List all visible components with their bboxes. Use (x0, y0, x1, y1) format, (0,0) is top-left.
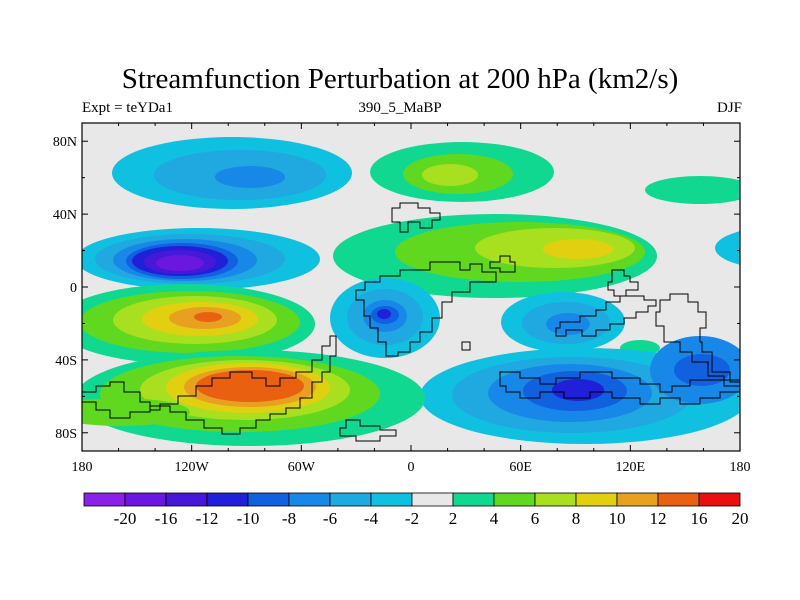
colorbar-swatch (206, 492, 249, 507)
longitude-labels: 180 120W 60W 0 60E 120E 180 (72, 460, 751, 475)
colorbar-swatch (575, 492, 618, 507)
colorbar-swatch (124, 492, 167, 507)
colorbar-swatch (165, 492, 208, 507)
colorbar-label: -16 (155, 509, 178, 528)
coastline-east-antarctica (499, 371, 740, 405)
lon-tick-label: 60E (509, 460, 532, 475)
lon-tick-label: 120W (175, 460, 210, 475)
coastline-australia (655, 293, 740, 387)
coastline-west-antarctica (82, 335, 337, 435)
colorbar-label: -20 (114, 509, 137, 528)
lon-tick-label: 180 (730, 460, 751, 475)
colorbar-swatch (616, 492, 659, 507)
coastline-maritime-continent (555, 295, 657, 337)
contour-region-tropical-atlantic-low (330, 278, 440, 358)
colorbar-swatch (411, 492, 454, 507)
colorbar-label: 12 (650, 509, 667, 528)
experiment-label: Expt = teYDa1 (82, 100, 173, 116)
contour-region-europe-high (370, 142, 554, 202)
lat-tick-label: 80N (53, 135, 77, 150)
contour-region-tropical-pacific-high (82, 284, 315, 364)
colorbar-swatch (698, 492, 741, 507)
colorbar-swatch (83, 492, 126, 507)
colorbar-label: 4 (490, 509, 499, 528)
colorbar-label: -4 (364, 509, 379, 528)
colorbar-label: -2 (405, 509, 419, 528)
season-label: DJF (716, 100, 742, 116)
coastline-africa-arabia (355, 261, 497, 357)
colorbar: -20 -16 -12 -10 -8 -6 -4 -2 2 4 6 8 10 12 16 20 (83, 492, 749, 528)
colorbar-label: 6 (531, 509, 540, 528)
colorbar-label: -12 (196, 509, 219, 528)
lon-tick-label: 120E (616, 460, 646, 475)
colorbar-label: 2 (449, 509, 458, 528)
colorbar-label: -10 (237, 509, 260, 528)
colorbar-label: 20 (732, 509, 749, 528)
latitude-labels: 80N 40N 0 40S 80S (53, 135, 77, 442)
colorbar-swatch (288, 492, 331, 507)
coastline-europe (391, 202, 441, 233)
plot-title: Streamfunction Perturbation at 200 hPa (… (121, 63, 679, 95)
colorbar-swatch (247, 492, 290, 507)
contour-region-asian-high (333, 214, 740, 298)
colorbar-swatch (370, 492, 413, 507)
colorbar-label: -6 (323, 509, 337, 528)
contour-region-antarctic-high (82, 398, 190, 426)
colorbar-swatch (657, 492, 700, 507)
lon-tick-label: 180 (72, 460, 93, 475)
lat-tick-label: 40S (55, 354, 77, 369)
colorbar-swatch (329, 492, 372, 507)
lat-tick-label: 40N (53, 208, 77, 223)
lat-tick-label: 0 (70, 281, 77, 296)
coastline-southeast-asia (607, 269, 639, 297)
colorbar-swatch (493, 492, 536, 507)
coastline-antarctic-peninsula (339, 419, 397, 442)
lon-tick-label: 0 (408, 460, 415, 475)
lon-tick-label: 60W (288, 460, 316, 475)
colorbar-label: 10 (609, 509, 626, 528)
lat-tick-label: 80S (55, 427, 77, 442)
contour-region-subtropical-pacific-low (82, 228, 320, 290)
contour-region-ne-pacific-high (645, 176, 740, 204)
coastline-madagascar (461, 341, 471, 351)
colorbar-label: 16 (691, 509, 708, 528)
contour-region-south-pacific-high (82, 350, 425, 446)
colorbar-label: -8 (282, 509, 296, 528)
coastline-india (489, 255, 516, 273)
contour-region-north-pacific-low (112, 137, 352, 209)
run-label: 390_5_MaBP (358, 100, 442, 116)
axis-ticks (81, 123, 741, 451)
colorbar-swatch (534, 492, 577, 507)
colorbar-swatch (452, 492, 495, 507)
colorbar-label: 8 (572, 509, 581, 528)
coastline-outlines (82, 202, 740, 442)
